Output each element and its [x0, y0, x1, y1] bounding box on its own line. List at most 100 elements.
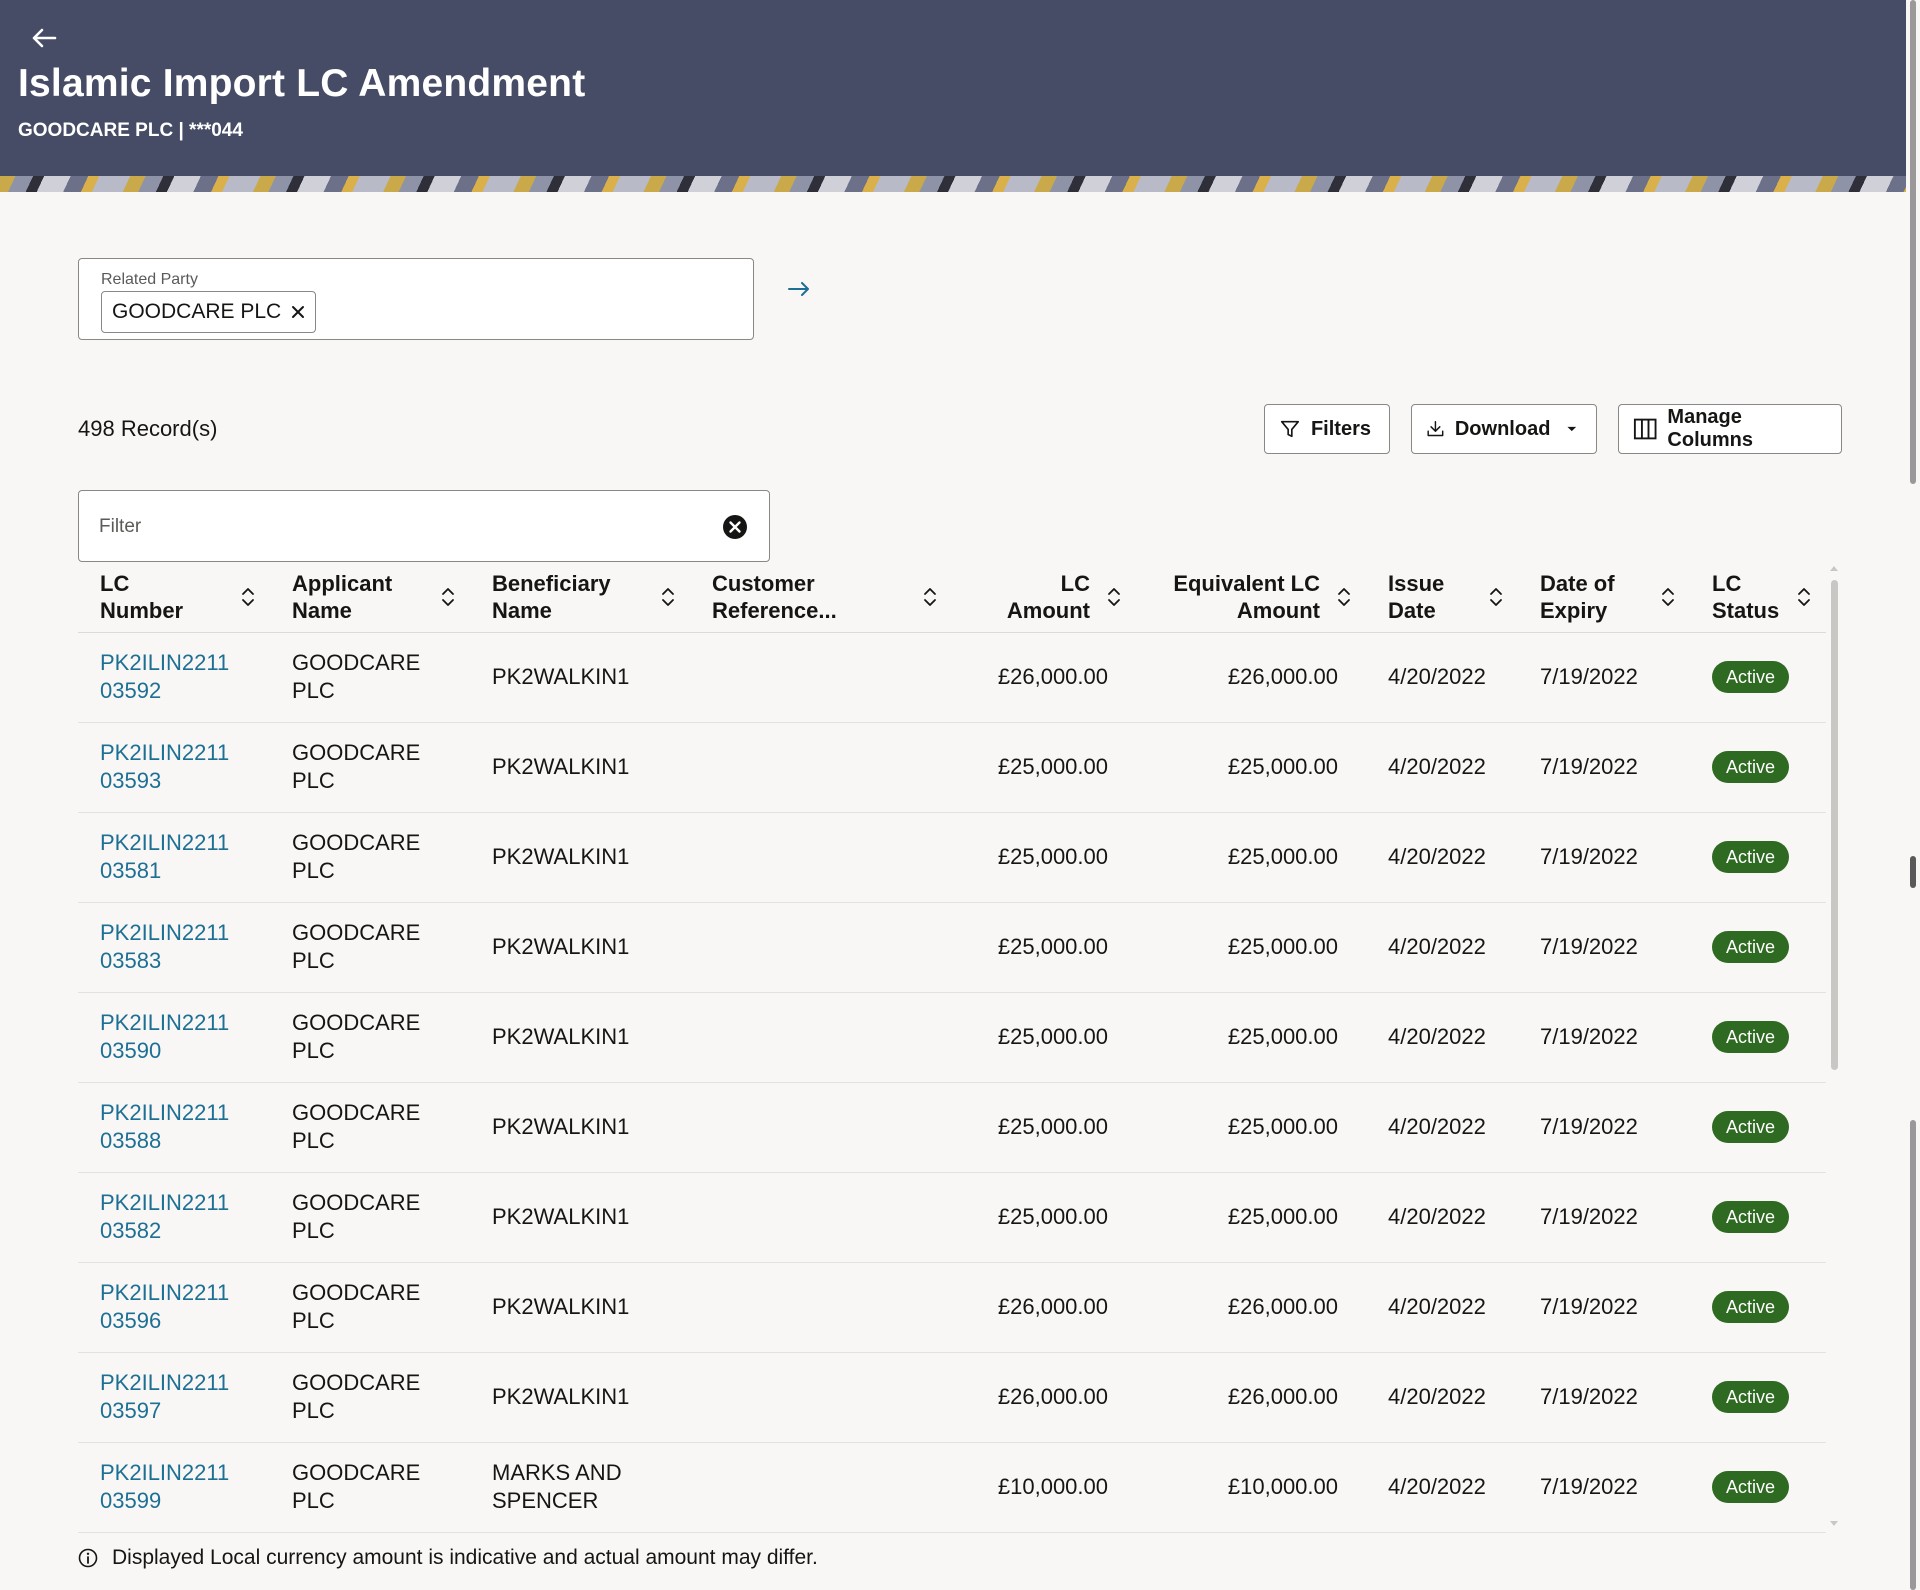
filters-button[interactable]: Filters [1264, 404, 1390, 454]
cell-lc-amount: £25,000.00 [952, 902, 1136, 993]
lc-number-link[interactable]: PK2ILIN221103597 [100, 1370, 230, 1423]
table-scrollbar[interactable] [1826, 562, 1840, 1530]
page-subtitle: GOODCARE PLC | ***044 [18, 120, 243, 141]
sort-button[interactable] [920, 586, 940, 608]
page-scrollbar-marker [1910, 856, 1916, 888]
table-row[interactable]: PK2ILIN221103599 GOODCARE PLC MARKS AND SP… [78, 1442, 1826, 1533]
cell-equivalent-amount: £25,000.00 [1136, 902, 1366, 993]
column-header[interactable]: Date of Expiry [1518, 562, 1690, 633]
status-badge: Active [1712, 1021, 1790, 1053]
cell-status: Active [1690, 1442, 1826, 1533]
lc-number-link[interactable]: PK2ILIN221103590 [100, 1010, 230, 1063]
lc-number-link[interactable]: PK2ILIN221103581 [100, 830, 230, 883]
sort-button[interactable] [658, 586, 678, 608]
sort-button[interactable] [1486, 586, 1506, 608]
cell-applicant: GOODCARE PLC [270, 812, 470, 903]
cell-issue-date: 4/20/2022 [1366, 902, 1518, 993]
sort-button[interactable] [438, 586, 458, 608]
table-header: LC Number Applicant Name Beneficiary Name Cust… [78, 562, 1826, 633]
lc-number-link[interactable]: PK2ILIN221103592 [100, 650, 230, 703]
lc-number-link[interactable]: PK2ILIN221103599 [100, 1460, 230, 1513]
related-party-field[interactable]: Related Party GOODCARE PLC [78, 258, 754, 340]
equivalent-lc-amount: £25,000.00 [1227, 1024, 1338, 1049]
sort-button[interactable] [1794, 586, 1814, 608]
page-scrollbar-lower [1910, 1120, 1916, 1590]
funnel-icon [1280, 420, 1300, 438]
applicant-name: GOODCARE PLC [292, 920, 421, 973]
filter-clear-button[interactable] [721, 513, 749, 541]
lc-number-link[interactable]: PK2ILIN221103588 [100, 1100, 230, 1153]
table-row[interactable]: PK2ILIN221103596 GOODCARE PLC PK2WALKIN1 £2… [78, 1262, 1826, 1353]
download-icon [1427, 421, 1444, 437]
table-row[interactable]: PK2ILIN221103592 GOODCARE PLC PK2WALKIN1 £2… [78, 632, 1826, 723]
cell-equivalent-amount: £26,000.00 [1136, 632, 1366, 723]
cell-issue-date: 4/20/2022 [1366, 992, 1518, 1083]
lc-number-link[interactable]: PK2ILIN221103593 [100, 740, 230, 793]
column-header[interactable]: LC Status [1690, 562, 1826, 633]
apply-related-party-button[interactable] [782, 274, 816, 304]
column-header-line1: Beneficiary [492, 570, 611, 596]
lc-number-link[interactable]: PK2ILIN221103582 [100, 1190, 230, 1243]
table-row[interactable]: PK2ILIN221103590 GOODCARE PLC PK2WALKIN1 £2… [78, 992, 1826, 1083]
sort-button[interactable] [238, 586, 258, 608]
cell-lc-number: PK2ILIN221103597 [78, 1352, 270, 1443]
table-row[interactable]: PK2ILIN221103588 GOODCARE PLC PK2WALKIN1 £2… [78, 1082, 1826, 1173]
scroll-down-icon[interactable] [1829, 1520, 1839, 1528]
column-header[interactable]: Customer Reference... [690, 562, 952, 633]
column-header-label: LC Status [1712, 570, 1780, 624]
filter-input[interactable] [99, 509, 679, 545]
manage-columns-button[interactable]: Manage Columns [1618, 404, 1842, 454]
table-row[interactable]: PK2ILIN221103582 GOODCARE PLC PK2WALKIN1 £2… [78, 1172, 1826, 1263]
sort-button[interactable] [1104, 586, 1124, 608]
cell-expiry-date: 7/19/2022 [1518, 812, 1690, 903]
sort-icon [1108, 587, 1120, 606]
table-scrollbar-thumb[interactable] [1831, 580, 1838, 1070]
sort-button[interactable] [1658, 586, 1678, 608]
lc-amount: £25,000.00 [997, 844, 1108, 869]
sort-icon [662, 587, 674, 606]
cell-expiry-date: 7/19/2022 [1518, 1172, 1690, 1263]
cell-status: Active [1690, 632, 1826, 723]
issue-date: 4/20/2022 [1388, 664, 1486, 689]
column-header[interactable]: Beneficiary Name [470, 562, 690, 633]
column-header-line2: Number [100, 597, 184, 623]
column-header-line1: Date of [1540, 570, 1615, 596]
caret-down-icon [1567, 426, 1577, 432]
cell-lc-number: PK2ILIN221103592 [78, 632, 270, 723]
download-button-label: Download [1454, 417, 1551, 440]
cell-status: Active [1690, 722, 1826, 813]
back-button[interactable] [24, 18, 64, 58]
beneficiary-name: PK2WALKIN1 [492, 844, 630, 869]
columns-icon [1633, 418, 1657, 440]
column-header-label: Applicant Name [292, 570, 424, 624]
table-row[interactable]: PK2ILIN221103583 GOODCARE PLC PK2WALKIN1 £2… [78, 902, 1826, 993]
scroll-up-icon[interactable] [1829, 564, 1839, 572]
sort-button[interactable] [1334, 586, 1354, 608]
chip-remove-button[interactable] [289, 303, 307, 321]
column-header[interactable]: Applicant Name [270, 562, 470, 633]
cell-status: Active [1690, 902, 1826, 993]
column-header-line2: Amount [1006, 597, 1090, 623]
table-row[interactable]: PK2ILIN221103593 GOODCARE PLC PK2WALKIN1 £2… [78, 722, 1826, 813]
column-header[interactable]: LC Number [78, 562, 270, 633]
page-scrollbar[interactable] [1906, 0, 1920, 1590]
sort-icon [924, 587, 936, 606]
column-header[interactable]: LC Amount [952, 562, 1136, 633]
cell-applicant: GOODCARE PLC [270, 1172, 470, 1263]
page-scrollbar-thumb[interactable] [1910, 0, 1916, 484]
column-header[interactable]: Issue Date [1366, 562, 1518, 633]
table-row[interactable]: PK2ILIN221103597 GOODCARE PLC PK2WALKIN1 £2… [78, 1352, 1826, 1443]
cell-customer-reference [690, 1082, 952, 1173]
cell-expiry-date: 7/19/2022 [1518, 902, 1690, 993]
cell-equivalent-amount: £25,000.00 [1136, 812, 1366, 903]
sort-icon [242, 587, 254, 606]
download-button[interactable]: Download [1411, 404, 1597, 454]
cell-issue-date: 4/20/2022 [1366, 1262, 1518, 1353]
lc-number-link[interactable]: PK2ILIN221103596 [100, 1280, 230, 1333]
lc-number-link[interactable]: PK2ILIN221103583 [100, 920, 230, 973]
cell-beneficiary: PK2WALKIN1 [470, 722, 690, 813]
cell-beneficiary: PK2WALKIN1 [470, 812, 690, 903]
column-header[interactable]: Equivalent LC Amount [1136, 562, 1366, 633]
cell-beneficiary: PK2WALKIN1 [470, 1352, 690, 1443]
table-row[interactable]: PK2ILIN221103581 GOODCARE PLC PK2WALKIN1 £2… [78, 812, 1826, 903]
